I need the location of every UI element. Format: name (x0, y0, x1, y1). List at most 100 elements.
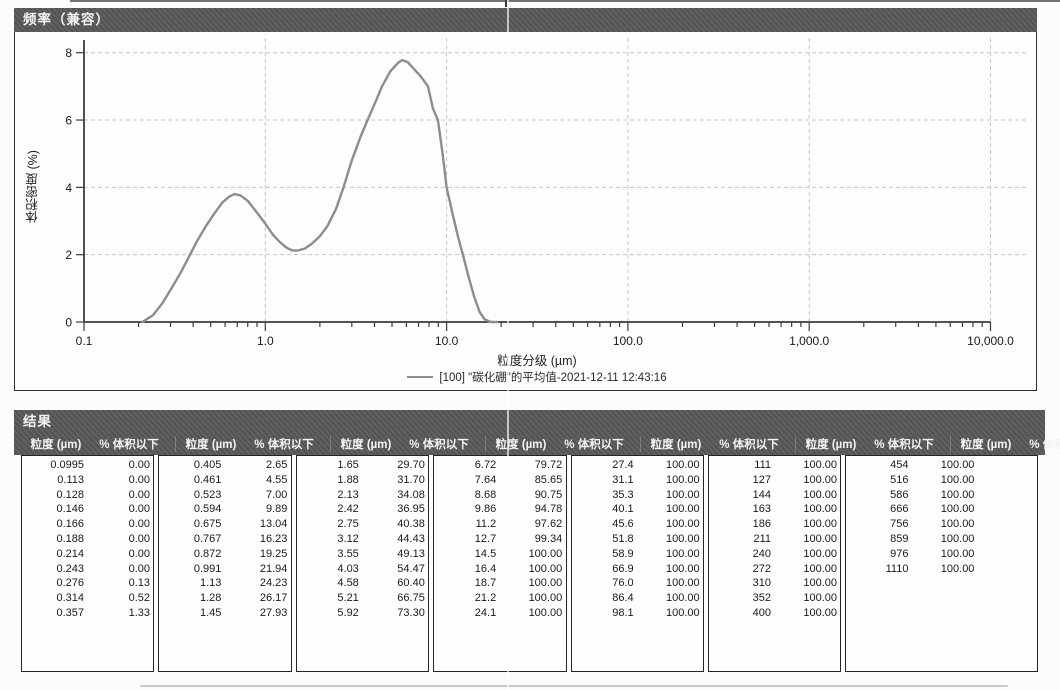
cell-percent-below: 19.25 (259, 547, 288, 560)
cell-percent-below: 9.89 (265, 503, 288, 516)
table-row: 0.991 21.94 (159, 562, 290, 577)
cell-size: 86.4 (612, 592, 634, 605)
cell-percent-below: 0.13 (128, 577, 150, 590)
x-axis-tick-label: 0.1 (76, 334, 93, 348)
cell-size: 7.64 (474, 473, 497, 486)
cell-size: 352 (752, 592, 772, 605)
column-header-percent-below: % 体积以下 (564, 438, 624, 451)
table-row: 11.2 97.62 (434, 517, 565, 532)
cell-percent-below: 100.00 (665, 459, 700, 471)
cell-size: 1.65 (337, 459, 359, 471)
scan-fold-artifact (507, 0, 509, 690)
cell-percent-below: 85.65 (534, 473, 563, 486)
cell-size: 0.991 (193, 562, 222, 575)
table-row: 1.13 24.23 (159, 576, 290, 591)
cell-size: 0.461 (193, 473, 222, 486)
y-axis-tick-label: 0 (65, 316, 72, 330)
cell-size: 0.675 (193, 518, 222, 531)
results-header-band: 结果 粒度 (µm) % 体积以下 粒度 (µm) % 体积以下 粒度 (µm) % 体积… (14, 410, 1060, 455)
table-row: 0.243 0.00 (22, 562, 153, 577)
cell-size: 2.13 (337, 488, 359, 501)
cell-percent-below: 100.00 (940, 518, 975, 531)
cell-size: 31.1 (612, 473, 634, 486)
table-row: 0.113 0.00 (22, 473, 153, 488)
table-row: 4.03 54.47 (297, 562, 428, 577)
results-section-header: 粒度 (µm) % 体积以下 (330, 435, 481, 452)
cell-size: 45.6 (612, 518, 634, 531)
table-row: 0.357 1.33 (22, 606, 153, 621)
cell-size: 0.128 (56, 488, 84, 501)
cell-percent-below: 100.00 (803, 473, 838, 486)
table-row: 0.214 0.00 (22, 547, 153, 562)
table-row: 127 100.00 (709, 473, 840, 488)
cell-percent-below: 100.00 (803, 562, 838, 575)
cell-percent-below: 100.00 (665, 473, 700, 486)
table-row: 211 100.00 (709, 532, 840, 547)
table-row: 14.5 100.00 (434, 547, 565, 562)
cell-percent-below: 0.52 (128, 592, 150, 605)
table-row: 0.276 0.13 (22, 576, 153, 591)
cell-percent-below: 0.00 (128, 459, 150, 471)
cell-size: 21.2 (474, 592, 497, 605)
table-row: 2.13 34.08 (297, 488, 428, 503)
table-row: 1.28 26.17 (159, 591, 290, 606)
table-row: 352 100.00 (709, 591, 840, 606)
table-row: 9.86 94.78 (434, 502, 565, 517)
cell-percent-below: 0.00 (128, 488, 150, 501)
table-row: 2.42 36.95 (297, 502, 428, 517)
cell-size: 35.3 (612, 488, 634, 501)
table-row: 5.21 66.75 (297, 591, 428, 606)
results-title: 结果 (23, 414, 52, 429)
cell-percent-below: 0.00 (128, 562, 150, 575)
x-axis-tick-label: 1.0 (257, 334, 274, 348)
cell-size: 756 (890, 518, 909, 531)
cell-percent-below: 100.00 (803, 488, 838, 501)
table-row: 186 100.00 (709, 517, 840, 532)
cell-size: 0.276 (56, 577, 84, 590)
cell-percent-below: 0.00 (128, 532, 150, 545)
frequency-chart-panel: 频率（兼容） 0.1 1.0 10.0 100.0 1,000.0 10,000.0 0 2 4… (14, 8, 1037, 392)
cell-percent-below: 100.00 (528, 562, 563, 575)
cell-size: 51.8 (612, 532, 634, 545)
table-row: 27.4 100.00 (572, 458, 703, 473)
cell-percent-below: 100.00 (665, 532, 700, 545)
results-section: 1.65 29.70 1.88 31.70 2.13 34.08 2.42 36.95 2.75… (295, 455, 430, 672)
table-row: 66.9 100.00 (572, 562, 703, 577)
cell-size: 111 (754, 459, 772, 471)
cell-size: 0.0995 (50, 459, 84, 471)
cell-size: 163 (752, 503, 772, 516)
cell-size: 0.523 (193, 488, 222, 501)
table-row: 0.594 9.89 (159, 502, 290, 517)
table-row: 144 100.00 (709, 488, 840, 503)
cell-size: 11.2 (475, 518, 497, 531)
y-axis-tick-label: 2 (65, 248, 72, 262)
y-axis-tick-label: 4 (65, 181, 72, 195)
column-header-percent-below: % 体积以下 (254, 438, 314, 451)
results-section-header: 粒度 (µm) % 体积以下 (175, 435, 326, 452)
table-row: 111 100.00 (709, 458, 840, 473)
results-table-body: 0.0995 0.00 0.113 0.00 0.128 0.00 0.146 0.00 0.1… (14, 455, 1045, 672)
cell-percent-below: 100.00 (940, 547, 975, 560)
results-panel: 结果 粒度 (µm) % 体积以下 粒度 (µm) % 体积以下 粒度 (µm) % 体积… (14, 410, 1060, 672)
table-row: 454 100.00 (846, 458, 1037, 473)
cell-size: 0.243 (56, 562, 84, 575)
table-row: 0.523 7.00 (159, 488, 290, 503)
table-row: 1110 100.00 (846, 562, 1037, 577)
cell-percent-below: 100.00 (940, 503, 975, 516)
cell-size: 666 (890, 503, 909, 516)
cell-percent-below: 34.08 (397, 488, 425, 501)
cell-percent-below: 100.00 (665, 592, 700, 605)
cell-size: 98.1 (612, 606, 634, 619)
cell-percent-below: 90.75 (534, 488, 563, 501)
column-header-size: 粒度 (µm) (495, 438, 547, 451)
column-header-percent-below: % 体积以下 (719, 438, 779, 451)
table-row: 51.8 100.00 (572, 532, 703, 547)
cell-size: 0.594 (193, 503, 222, 516)
cell-percent-below: 100.00 (940, 459, 975, 471)
cell-size: 0.314 (56, 592, 84, 605)
x-axis-tick-label: 100.0 (613, 334, 643, 348)
cell-percent-below: 100.00 (940, 488, 975, 501)
cell-percent-below: 36.95 (397, 503, 425, 516)
table-row: 58.9 100.00 (572, 547, 703, 562)
